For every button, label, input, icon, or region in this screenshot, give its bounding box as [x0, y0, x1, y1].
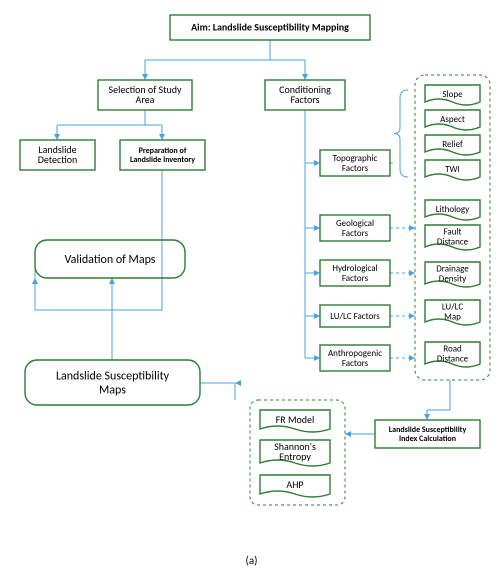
node-drain-label: DrainageDensity [436, 264, 469, 285]
node-fr-label: FR Model [276, 413, 315, 426]
node-study-label: Selection of StudyArea [109, 83, 182, 106]
node-lulc-label: LU/LC Factors [330, 311, 380, 322]
node-relief-label: Relief [442, 139, 463, 150]
caption: (a) [0, 550, 503, 575]
flowchart-canvas: .ahfill{fill:#4aa3df}Aim: Landslide Susc… [0, 0, 503, 550]
node-maps-label: Landslide SusceptibilityMaps [56, 370, 170, 398]
node-cond-label: ConditioningFactors [279, 83, 331, 106]
node-anthro-label: AnthropogenicFactors [328, 348, 382, 369]
node-shannon-label: Shannon'sEntropy [274, 440, 316, 463]
connector [427, 380, 450, 410]
node-aspect-label: Aspect [440, 114, 465, 125]
node-road-label: RoadDistance [437, 344, 469, 365]
node-validation-label: Validation of Maps [64, 253, 155, 267]
node-ahp-label: AHP [286, 478, 303, 491]
brace [394, 90, 408, 177]
node-lith-label: Lithology [436, 204, 470, 215]
node-hydro-label: HydrologicalFactors [332, 263, 377, 284]
node-detect-label: LandslideDetection [38, 143, 78, 166]
node-twi-label: TWI [445, 164, 460, 175]
node-inventory-label: Preparation ofLandslide Inventory [130, 146, 195, 165]
node-lsi-label: Landslide SusceptibilityIndex Calculatio… [389, 425, 467, 444]
node-topo-label: TopographicFactors [333, 153, 378, 174]
node-aim-label: Aim: Landslide Susceptibility Mapping [191, 21, 349, 34]
node-lulcmap-label: LU/LCMap [442, 302, 464, 323]
node-fault-label: FaultDistance [437, 227, 469, 248]
node-slope-label: Slope [442, 89, 463, 100]
node-geo-label: GeologicalFactors [336, 218, 374, 239]
